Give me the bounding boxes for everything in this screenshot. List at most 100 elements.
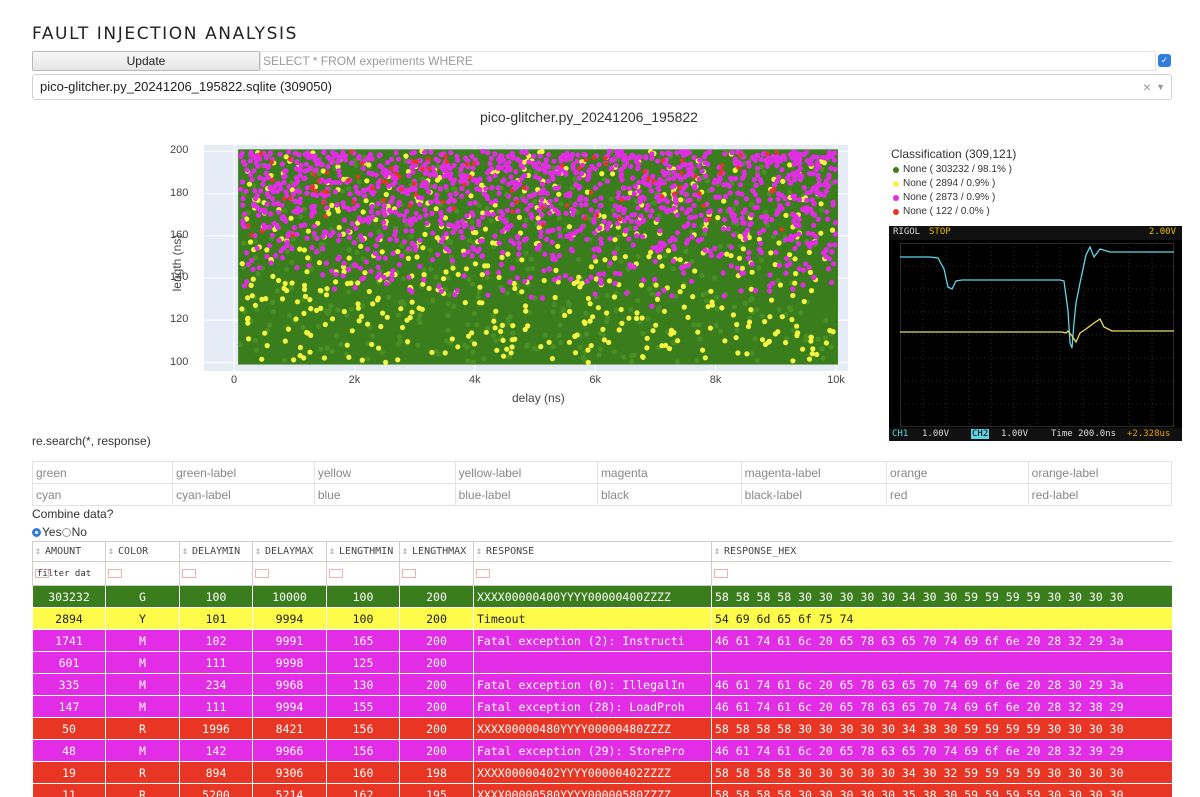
table-row[interactable]: 303232 G 100 10000 100 200 XXXX00000400YYYY000… <box>32 585 1172 608</box>
data-point <box>246 181 253 187</box>
data-point <box>511 241 517 247</box>
column-header[interactable]: ⇕ COLOR <box>105 541 180 562</box>
table-row[interactable]: 1741 M 102 9991 165 200 Fatal exception (2): I… <box>32 629 1172 652</box>
chevron-down-icon[interactable]: ▼ <box>1156 82 1165 92</box>
filter-icon[interactable] <box>182 568 196 578</box>
column-header-label: LENGTHMAX <box>412 546 467 557</box>
data-point <box>311 154 317 160</box>
column-filter[interactable] <box>252 561 327 586</box>
sort-icon[interactable]: ⇕ <box>476 546 483 557</box>
sort-icon[interactable]: ⇕ <box>108 546 115 557</box>
data-point <box>430 230 436 236</box>
filter-icon[interactable] <box>108 568 122 578</box>
checkbox-icon[interactable]: ✓ <box>1158 54 1171 67</box>
column-header[interactable]: ⇕ DELAYMIN <box>179 541 253 562</box>
label-input[interactable]: yellow <box>313 461 456 484</box>
label-input[interactable]: orange <box>886 461 1029 484</box>
sort-icon[interactable]: ⇕ <box>255 546 262 557</box>
radio-yes[interactable] <box>32 528 41 538</box>
label-input[interactable]: blue-label <box>454 483 598 506</box>
column-filter[interactable] <box>326 561 400 586</box>
sort-icon[interactable]: ⇕ <box>35 546 42 557</box>
label-input[interactable]: cyan <box>31 483 174 506</box>
label-input[interactable]: green <box>31 461 174 484</box>
column-filter[interactable] <box>179 561 253 586</box>
file-select[interactable]: pico-glitcher.py_20241206_195822.sqlite … <box>32 74 1172 100</box>
table-row[interactable]: 2894 Y 101 9994 100 200 Timeout 54 69 6d 65 6f … <box>32 607 1172 630</box>
column-filter[interactable] <box>105 561 180 586</box>
data-point <box>709 310 715 316</box>
update-button[interactable]: Update <box>32 51 260 71</box>
label-input[interactable]: magenta-label <box>740 461 888 484</box>
filter-icon[interactable] <box>329 568 343 578</box>
results-table-container[interactable]: ⇕ AMOUNT ⇕ COLOR ⇕ DELAYMIN ⇕ DELAYMAX ⇕ LENGTHMI… <box>32 541 1172 797</box>
table-row[interactable]: 48 M 142 9966 156 200 Fatal exception (29): St… <box>32 739 1172 762</box>
column-header[interactable]: ⇕ RESPONSE <box>473 541 712 562</box>
label-input[interactable]: black-label <box>740 483 888 506</box>
data-point <box>505 226 511 232</box>
data-point <box>417 201 423 208</box>
clear-icon[interactable]: × <box>1142 79 1151 95</box>
legend-item[interactable]: None ( 122 / 0.0% ) <box>891 205 1016 219</box>
data-point <box>587 301 593 307</box>
filter-icon[interactable] <box>35 568 49 578</box>
label-input[interactable]: blue <box>313 483 456 506</box>
sort-icon[interactable]: ⇕ <box>402 546 409 557</box>
data-point <box>731 304 738 310</box>
column-header[interactable]: ⇕ AMOUNT <box>32 541 106 562</box>
sort-icon[interactable]: ⇕ <box>182 546 189 557</box>
data-point <box>311 230 317 236</box>
radio-no[interactable] <box>61 528 71 538</box>
label-input[interactable]: cyan-label <box>172 483 315 506</box>
label-input[interactable]: magenta <box>596 461 742 484</box>
sort-icon[interactable]: ⇕ <box>714 546 721 557</box>
data-point <box>619 320 625 326</box>
data-point <box>591 246 597 252</box>
legend-item[interactable]: None ( 2873 / 0.9% ) <box>891 191 1016 205</box>
data-point <box>477 176 483 182</box>
data-point <box>551 302 557 308</box>
data-point <box>269 232 275 238</box>
filter-icon[interactable] <box>714 568 728 578</box>
table-row[interactable]: 335 M 234 9968 130 200 Fatal exception (0): Il… <box>32 673 1172 696</box>
x-tick-label: 8k <box>709 374 722 386</box>
filter-icon[interactable] <box>255 568 269 578</box>
column-filter[interactable] <box>473 561 712 586</box>
column-header[interactable]: ⇕ DELAYMAX <box>252 541 327 562</box>
data-point <box>281 357 288 363</box>
data-point <box>658 205 664 211</box>
query-input[interactable] <box>260 51 1156 71</box>
label-input[interactable]: red <box>886 483 1029 506</box>
table-row[interactable]: 601 M 111 9998 125 200 <box>32 651 1172 674</box>
label-input[interactable]: red-label <box>1027 483 1173 506</box>
table-row[interactable]: 19 R 894 9306 160 198 XXXX00000402YYYY00000402… <box>32 761 1172 784</box>
data-point <box>832 150 838 156</box>
table-row[interactable]: 147 M 111 9994 155 200 Fatal exception (28): L… <box>32 695 1172 718</box>
sort-icon[interactable]: ⇕ <box>329 546 336 557</box>
legend-item[interactable]: None ( 303232 / 98.1% ) <box>891 163 1016 177</box>
cell-color: Y <box>105 607 180 630</box>
column-filter[interactable] <box>399 561 474 586</box>
data-point <box>556 252 562 259</box>
column-filter[interactable]: filter dat <box>32 561 106 586</box>
label-input[interactable]: orange-label <box>1027 461 1173 484</box>
column-filter[interactable] <box>711 561 1172 586</box>
series-2 <box>238 148 839 309</box>
column-header[interactable]: ⇕ LENGTHMAX <box>399 541 474 562</box>
scatter-plot-area[interactable] <box>204 145 848 371</box>
table-row[interactable]: 11 R 5200 5214 162 195 XXXX00000580YYYY0000058… <box>32 783 1172 797</box>
filter-icon[interactable] <box>476 568 490 578</box>
label-input[interactable]: green-label <box>172 461 315 484</box>
data-point <box>671 330 677 336</box>
data-point <box>747 276 753 282</box>
scatter-plot[interactable] <box>204 145 848 371</box>
data-point <box>807 269 814 275</box>
column-header[interactable]: ⇕ LENGTHMIN <box>326 541 400 562</box>
column-header[interactable]: ⇕ RESPONSE_HEX <box>711 541 1172 562</box>
label-input[interactable]: yellow-label <box>454 461 598 484</box>
label-input[interactable]: black <box>596 483 742 506</box>
filter-icon[interactable] <box>402 568 416 578</box>
data-point <box>621 163 628 170</box>
table-row[interactable]: 50 R 1996 8421 156 200 XXXX00000480YYYY0000048… <box>32 717 1172 740</box>
legend-item[interactable]: None ( 2894 / 0.9% ) <box>891 177 1016 191</box>
